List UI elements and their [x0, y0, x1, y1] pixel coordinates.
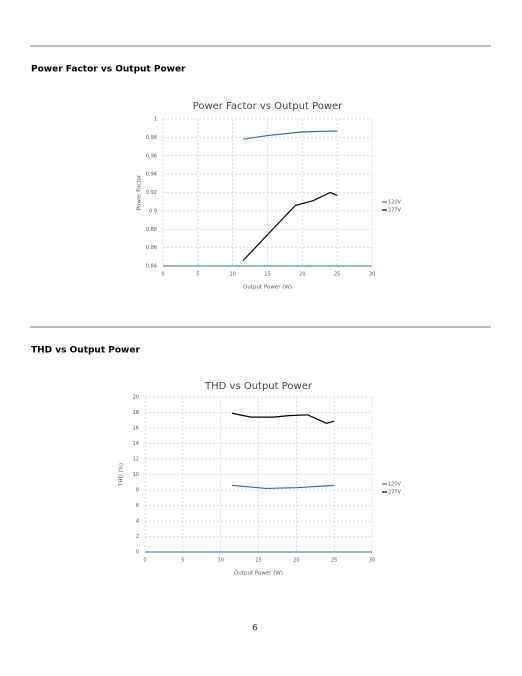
page-number: 6 — [252, 624, 258, 634]
series-line — [231, 412, 335, 424]
x-tick-label: 15 — [255, 558, 261, 564]
x-tick-label: 25 — [331, 558, 337, 564]
legend-label: 120V — [388, 200, 402, 206]
y-tick-label: 0.84 — [146, 264, 157, 270]
y-tick-label: 10 — [133, 472, 139, 478]
section-heading: THD vs Output Power — [31, 346, 140, 356]
y-tick-label: 2 — [136, 534, 139, 540]
legend-label: 120V — [388, 482, 402, 488]
y-tick-label: 0.86 — [146, 245, 157, 251]
x-tick-label: 30 — [369, 558, 375, 564]
y-tick-label: 8 — [136, 488, 139, 494]
y-tick-label: 0 — [136, 550, 139, 556]
y-axis-label: THD (%) — [119, 463, 125, 487]
y-tick-label: 0.96 — [146, 153, 157, 159]
x-tick-label: 5 — [196, 272, 199, 278]
x-tick-label: 10 — [229, 272, 235, 278]
x-tick-label: 25 — [334, 272, 340, 278]
y-tick-label: 0.94 — [146, 172, 157, 178]
y-tick-label: 20 — [133, 395, 139, 401]
y-axis-label: Power Factor — [137, 174, 143, 210]
y-tick-label: 4 — [136, 519, 139, 525]
series-line — [231, 484, 335, 490]
y-tick-label: 0.9 — [149, 208, 157, 214]
y-tick-label: 6 — [136, 503, 139, 509]
y-tick-label: 1 — [154, 117, 157, 123]
section-heading: Power Factor vs Output Power — [31, 65, 186, 75]
y-tick-label: 0.98 — [146, 135, 157, 141]
x-tick-label: 20 — [293, 558, 299, 564]
x-tick-label: 30 — [369, 272, 375, 278]
y-tick-label: 0.92 — [146, 190, 157, 196]
x-tick-label: 10 — [217, 558, 223, 564]
x-tick-label: 0 — [143, 558, 146, 564]
chart-title: Power Factor vs Output Power — [193, 101, 344, 112]
legend-label: 277V — [388, 208, 402, 214]
y-tick-label: 12 — [133, 457, 139, 463]
chart-title: THD vs Output Power — [204, 381, 313, 392]
series-line — [242, 191, 338, 261]
x-tick-label: 5 — [181, 558, 184, 564]
x-axis-label: Output Power (W) — [234, 571, 283, 577]
series-line — [243, 130, 338, 140]
x-axis-label: Output Power (W) — [243, 285, 292, 291]
x-tick-label: 0 — [161, 272, 164, 278]
legend-label: 277V — [388, 490, 402, 496]
y-tick-label: 0.88 — [146, 227, 157, 233]
y-tick-label: 18 — [133, 410, 139, 416]
x-tick-label: 20 — [299, 272, 305, 278]
x-tick-label: 15 — [264, 272, 270, 278]
y-tick-label: 16 — [133, 426, 139, 432]
y-tick-label: 14 — [133, 441, 139, 447]
